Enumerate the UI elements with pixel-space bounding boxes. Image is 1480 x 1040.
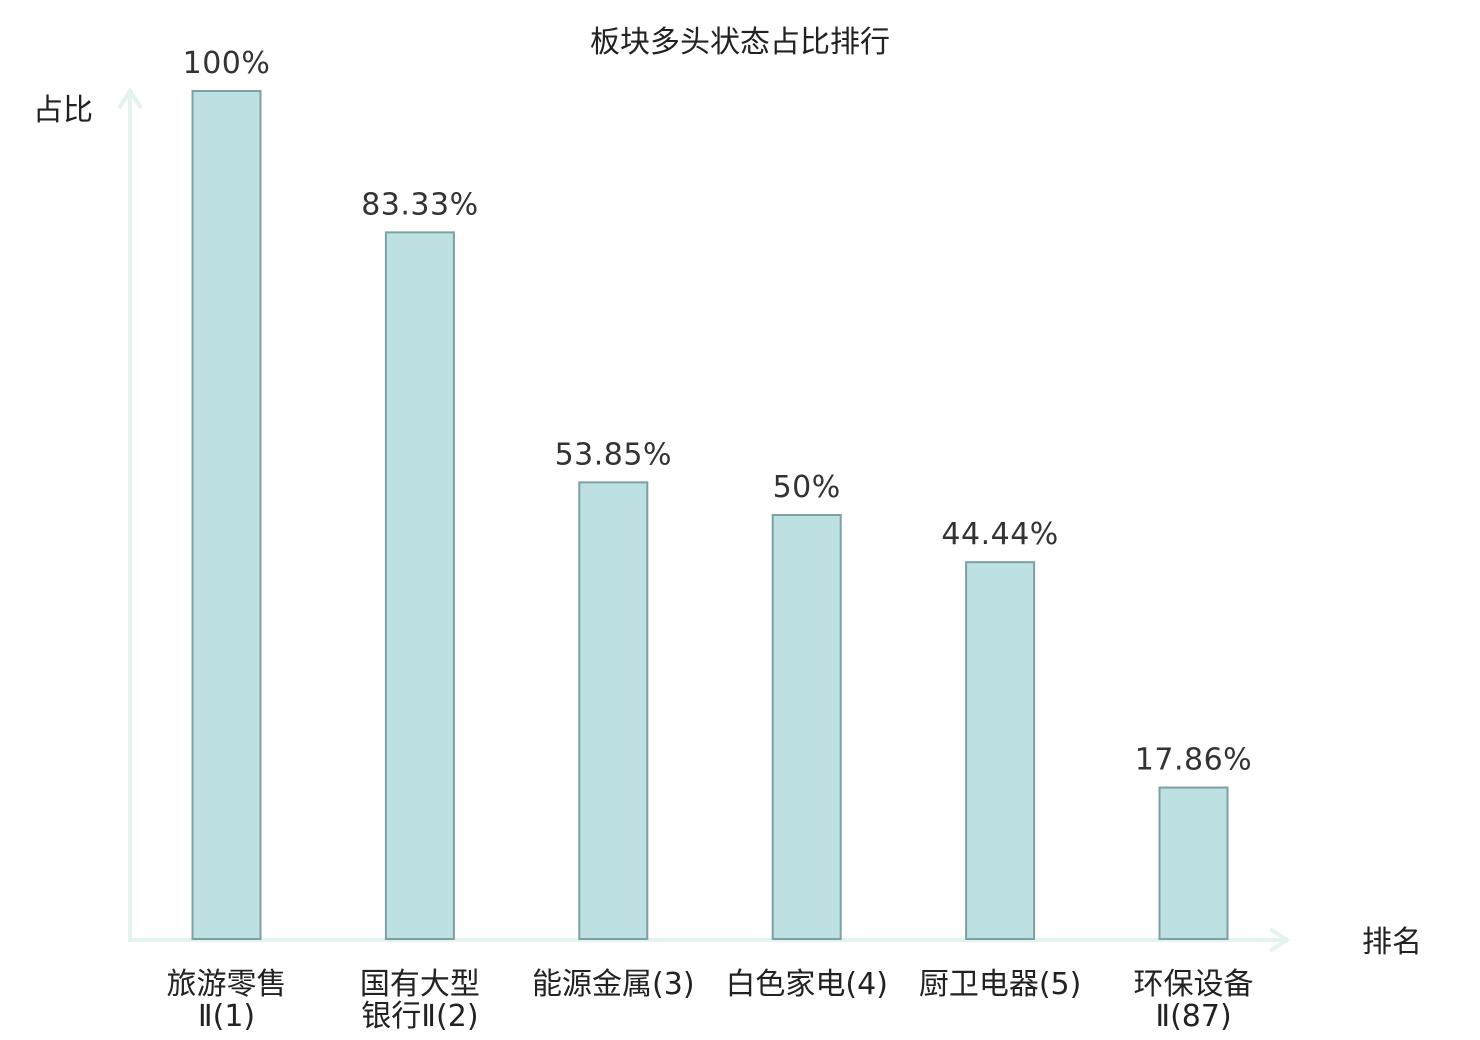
bar-2 [384,231,455,941]
x-axis-label: 排名 [1362,925,1422,960]
value-label-2: 83.33% [361,187,478,222]
bar-6 [1158,786,1229,940]
category-label-2-line-1: 国有大型 [360,967,480,1002]
category-label-6-line-2: Ⅱ(87) [1155,999,1231,1034]
category-label-1-line-1: 旅游零售 [167,967,287,1002]
value-label-5: 44.44% [941,517,1058,552]
value-label-6: 17.86% [1135,743,1252,778]
value-label-3: 53.85% [555,437,672,472]
value-label-4: 50% [773,470,841,505]
category-label-5: 厨卫电器(5) [919,967,1082,1002]
x-axis-arrow [1268,927,1291,953]
category-label-2-line-2: 银行Ⅱ(2) [361,999,478,1034]
bar-1 [191,90,262,940]
bar-5 [965,561,1036,940]
category-label-3: 能源金属(3) [532,967,695,1002]
bars-group [191,90,1229,941]
value-labels-group: 100% 83.33% 53.85% 50% 44.44% 17.86% [183,46,1252,778]
bar-4 [771,514,842,940]
bar-3 [578,481,649,940]
y-axis-label: 占比 [33,93,93,128]
y-axis-arrow [117,87,143,110]
value-label-1: 100% [183,46,271,81]
category-label-6-line-1: 环保设备 [1134,967,1254,1002]
chart-title: 板块多头状态占比排行 [590,25,890,60]
category-label-1-line-2: Ⅱ(1) [198,999,255,1034]
category-label-4: 白色家电(4) [725,967,888,1002]
